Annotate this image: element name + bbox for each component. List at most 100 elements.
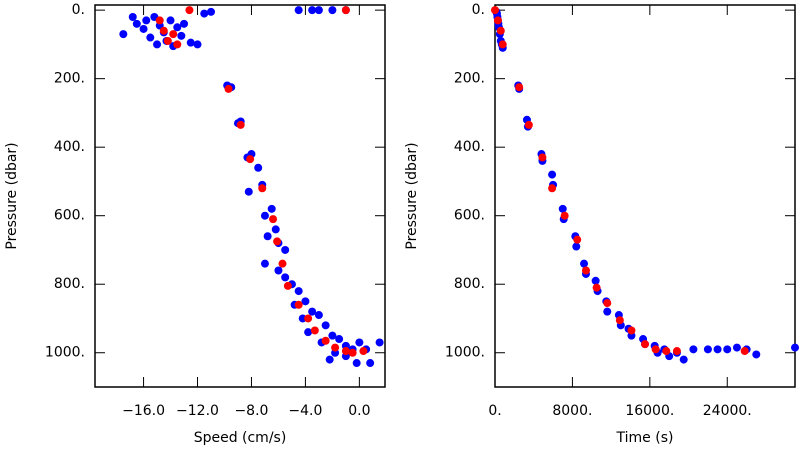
y-tick-label: 200. bbox=[454, 71, 485, 87]
point bbox=[627, 326, 636, 335]
point bbox=[236, 120, 245, 129]
point bbox=[169, 30, 178, 39]
point bbox=[166, 16, 175, 25]
point bbox=[348, 348, 357, 357]
point bbox=[498, 40, 507, 49]
point bbox=[581, 266, 590, 275]
point bbox=[155, 16, 164, 25]
point bbox=[153, 40, 162, 49]
y-tick-label: 600. bbox=[54, 208, 85, 224]
point bbox=[269, 215, 278, 224]
point bbox=[515, 83, 524, 92]
x-tick-label: −12.0 bbox=[176, 403, 219, 419]
point bbox=[341, 347, 350, 356]
point bbox=[260, 211, 269, 220]
point bbox=[662, 347, 671, 356]
point bbox=[752, 350, 761, 359]
point bbox=[267, 204, 276, 213]
point bbox=[244, 187, 253, 196]
point bbox=[304, 328, 313, 337]
x-tick-label: 24000. bbox=[703, 403, 752, 419]
point bbox=[281, 245, 290, 254]
x-tick-label: −16.0 bbox=[122, 403, 165, 419]
point bbox=[325, 355, 334, 364]
point bbox=[301, 297, 310, 306]
point bbox=[186, 38, 195, 47]
point bbox=[328, 6, 337, 15]
point bbox=[548, 184, 557, 193]
point bbox=[335, 335, 344, 344]
point bbox=[321, 336, 330, 345]
point bbox=[524, 120, 533, 129]
point bbox=[341, 6, 350, 15]
point bbox=[308, 6, 317, 15]
point bbox=[177, 31, 186, 40]
point bbox=[355, 338, 364, 347]
point bbox=[173, 40, 182, 49]
x-tick-label: 8000. bbox=[552, 403, 592, 419]
point bbox=[580, 259, 589, 268]
point bbox=[591, 276, 600, 285]
point bbox=[132, 19, 141, 28]
point bbox=[163, 36, 172, 45]
point bbox=[139, 24, 148, 33]
y-tick-label: 800. bbox=[54, 276, 85, 292]
point bbox=[119, 30, 128, 39]
y-tick-label: 400. bbox=[454, 139, 485, 155]
point bbox=[615, 316, 624, 325]
y-axis-label: Pressure (dbar) bbox=[4, 142, 20, 249]
point bbox=[224, 84, 233, 93]
x-axis-label: Time (s) bbox=[616, 430, 674, 446]
point bbox=[260, 259, 269, 268]
point bbox=[308, 307, 317, 316]
x-tick-label: 0. bbox=[488, 403, 501, 419]
x-tick-label: 0.0 bbox=[348, 403, 370, 419]
point bbox=[146, 33, 155, 42]
point bbox=[258, 184, 267, 193]
point bbox=[321, 321, 330, 330]
point bbox=[493, 16, 502, 25]
plot-frame bbox=[494, 4, 796, 388]
y-axis-label: Pressure (dbar) bbox=[404, 142, 420, 249]
point bbox=[740, 347, 749, 356]
point bbox=[592, 283, 601, 292]
point bbox=[572, 242, 581, 251]
point bbox=[314, 311, 323, 320]
y-tick-label: 0. bbox=[472, 2, 485, 18]
y-tick-label: 0. bbox=[72, 2, 85, 18]
point bbox=[538, 153, 547, 162]
point bbox=[294, 6, 303, 15]
point bbox=[273, 237, 282, 246]
point bbox=[641, 340, 649, 349]
point bbox=[689, 345, 698, 354]
point bbox=[573, 235, 582, 244]
point bbox=[558, 204, 567, 213]
point bbox=[159, 26, 168, 35]
point bbox=[548, 170, 557, 179]
point bbox=[173, 23, 182, 32]
point bbox=[281, 273, 290, 282]
point bbox=[651, 345, 660, 354]
point bbox=[491, 6, 499, 15]
point bbox=[294, 287, 303, 296]
point bbox=[713, 345, 722, 354]
point bbox=[672, 347, 681, 356]
point bbox=[314, 6, 323, 15]
point bbox=[128, 12, 137, 21]
point bbox=[496, 26, 505, 35]
x-tick-label: −8.0 bbox=[234, 403, 268, 419]
point bbox=[142, 16, 151, 25]
point bbox=[271, 225, 280, 234]
x-tick-label: 16000. bbox=[625, 403, 674, 419]
point bbox=[366, 359, 375, 368]
y-tick-label: 600. bbox=[454, 208, 485, 224]
point bbox=[732, 343, 741, 352]
y-tick-label: 800. bbox=[454, 276, 485, 292]
point bbox=[791, 343, 799, 352]
y-tick-label: 1000. bbox=[45, 345, 85, 361]
point bbox=[200, 9, 209, 18]
x-axis-label: Speed (cm/s) bbox=[194, 430, 287, 446]
point bbox=[352, 359, 361, 368]
